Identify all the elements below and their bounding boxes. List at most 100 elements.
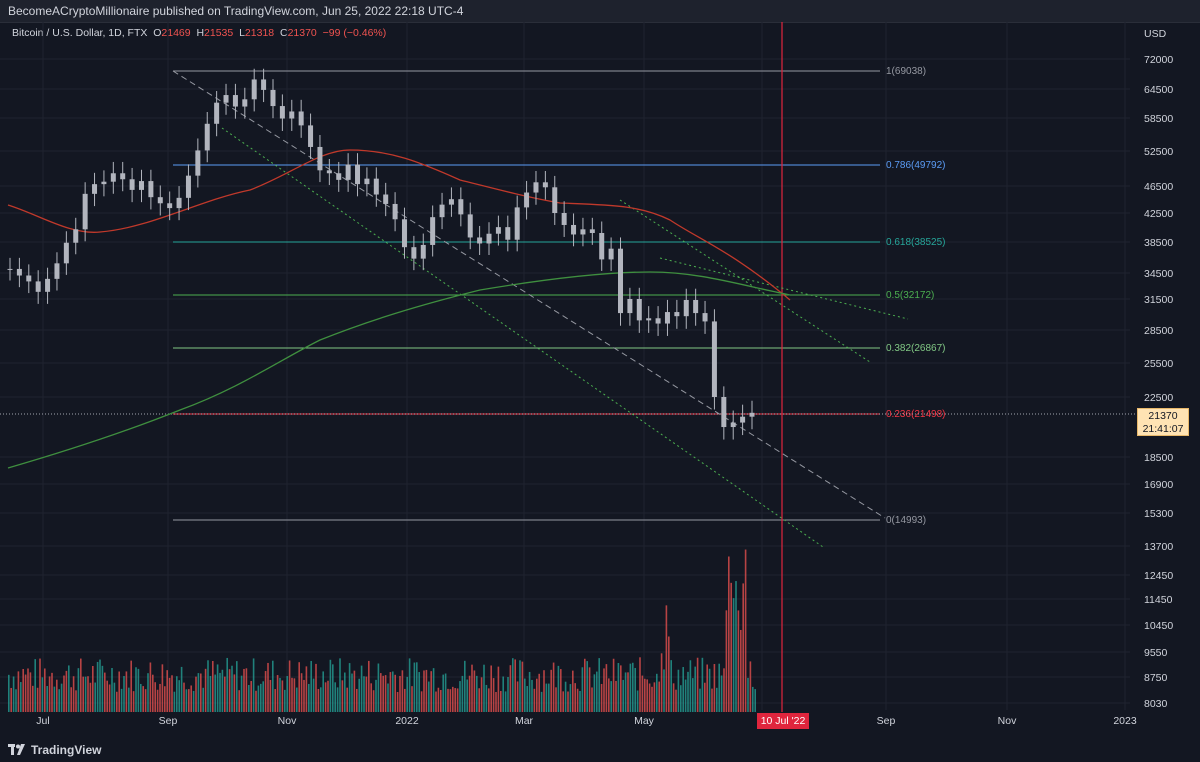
volume-bar bbox=[550, 669, 552, 712]
volume-bar bbox=[356, 688, 358, 712]
volume-bar bbox=[58, 689, 60, 712]
price-tick-label: 42500 bbox=[1144, 208, 1173, 220]
candle-body bbox=[589, 229, 595, 233]
volume-bar bbox=[608, 678, 610, 712]
volume-bar bbox=[680, 685, 682, 712]
volume-bar bbox=[204, 668, 207, 712]
volume-bar bbox=[596, 671, 598, 712]
volume-bar bbox=[99, 659, 101, 712]
price-chart[interactable]: 1(69038) 0.786(49792) 0.618(38525) 0.5(3217… bbox=[0, 0, 1200, 738]
volume-bar bbox=[694, 666, 696, 712]
volume-bar bbox=[240, 675, 243, 712]
candle-body bbox=[35, 281, 41, 292]
volume-bar bbox=[166, 670, 168, 712]
volume-bar bbox=[94, 682, 96, 712]
candle-body bbox=[683, 299, 689, 317]
candle-body bbox=[129, 179, 135, 190]
volume-bar bbox=[420, 691, 423, 712]
price-axis: USD 72000 64500 58500 52500 46500 42500 38500 34… bbox=[1144, 28, 1173, 710]
price-tick-label: 8750 bbox=[1144, 672, 1168, 684]
volume-bar bbox=[574, 683, 576, 712]
volume-bar bbox=[387, 683, 389, 712]
volume-bar bbox=[176, 676, 178, 712]
volume-bar bbox=[245, 668, 248, 712]
volume-bar bbox=[89, 682, 92, 712]
volume-bar bbox=[257, 685, 260, 712]
volume-bar bbox=[684, 679, 687, 712]
volume-bar bbox=[500, 690, 502, 712]
candle-body bbox=[730, 422, 736, 428]
volume-bar bbox=[521, 661, 524, 712]
volume-bar bbox=[497, 666, 500, 712]
tradingview-icon bbox=[8, 744, 25, 755]
volume-bar bbox=[274, 689, 276, 712]
dotted-trend-line-upper bbox=[619, 199, 871, 363]
volume-bar bbox=[514, 659, 516, 712]
volume-bar bbox=[663, 669, 665, 712]
fib-label: 1(69038) bbox=[886, 66, 926, 77]
candles bbox=[7, 68, 755, 440]
candle-body bbox=[195, 150, 201, 176]
volume-bar bbox=[569, 684, 572, 712]
candle-body bbox=[664, 312, 670, 324]
volume-bar bbox=[444, 673, 447, 712]
volume-bar bbox=[233, 674, 236, 712]
volume-bar bbox=[363, 676, 365, 712]
volume-bar bbox=[324, 682, 327, 712]
volume-bar bbox=[509, 665, 512, 712]
close-label: C bbox=[279, 27, 288, 39]
volume-bar bbox=[600, 683, 603, 712]
volume-bar bbox=[615, 680, 617, 712]
volume-bar bbox=[488, 688, 490, 712]
volume-bar bbox=[173, 691, 176, 712]
volume-bar bbox=[140, 683, 142, 712]
volume-bar bbox=[360, 665, 363, 712]
candle-body bbox=[326, 170, 332, 174]
volume-bar bbox=[752, 686, 754, 712]
volume-bar bbox=[320, 687, 322, 712]
volume-bar bbox=[48, 676, 51, 712]
candle-body bbox=[345, 164, 351, 180]
volume-bar bbox=[56, 679, 58, 712]
volume-bar bbox=[10, 687, 12, 712]
candle-body bbox=[26, 275, 32, 282]
candle-body bbox=[467, 214, 473, 238]
candle-body bbox=[148, 181, 154, 198]
candle-body bbox=[420, 244, 426, 259]
volume-bar bbox=[612, 658, 615, 712]
volume-bar bbox=[742, 583, 744, 712]
volume-bar bbox=[740, 629, 742, 712]
symbol-legend[interactable]: Bitcoin / U.S. Dollar, 1D, FTX O21469 H2… bbox=[12, 27, 386, 39]
candle-body bbox=[242, 99, 248, 107]
volume-bar bbox=[171, 675, 173, 712]
price-tick-label: 58500 bbox=[1144, 113, 1173, 125]
volume-bar bbox=[555, 687, 557, 712]
volume-bar bbox=[435, 691, 437, 712]
candle-body bbox=[270, 89, 276, 107]
volume-bar bbox=[207, 660, 209, 712]
volume-bar bbox=[39, 658, 41, 712]
volume-bar bbox=[370, 683, 372, 712]
volume-bar bbox=[96, 661, 99, 712]
volume-bar bbox=[303, 679, 305, 712]
volume-bar bbox=[180, 666, 183, 712]
candle-body bbox=[749, 412, 755, 417]
volume-bar bbox=[339, 658, 341, 712]
low-label: L bbox=[239, 27, 245, 39]
candle-body bbox=[439, 204, 445, 218]
volume-bar bbox=[87, 676, 89, 712]
candle-body bbox=[533, 182, 539, 193]
volume-bar bbox=[468, 675, 471, 712]
volume-bar bbox=[22, 668, 24, 712]
volume-bar bbox=[408, 658, 411, 712]
volume-bar bbox=[564, 681, 567, 712]
candle-body bbox=[336, 173, 342, 180]
volume-bar bbox=[195, 676, 197, 712]
volume-bar bbox=[528, 671, 531, 712]
volume-bar bbox=[188, 689, 190, 712]
volume-bar bbox=[716, 687, 718, 712]
volume-bar bbox=[44, 668, 46, 712]
candle-body bbox=[448, 199, 454, 205]
tradingview-logo[interactable]: TradingView bbox=[8, 741, 101, 759]
volume-bar bbox=[737, 610, 740, 712]
